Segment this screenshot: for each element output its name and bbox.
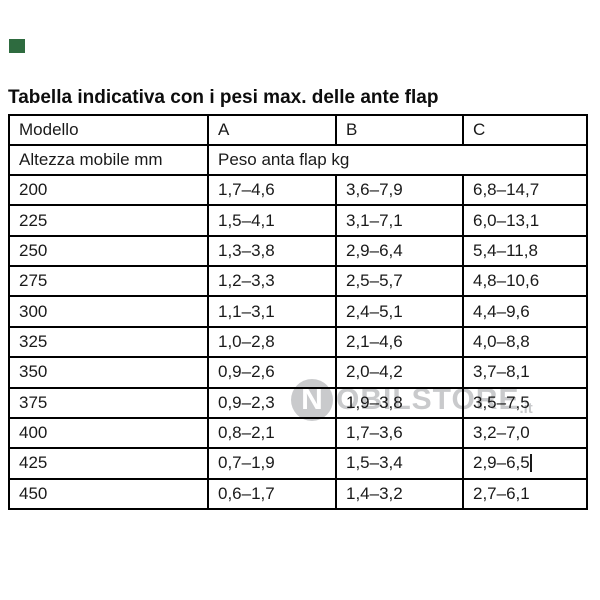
model-height-cell: 250 [8,234,209,268]
weight-range-cell: 1,1–3,1 [207,295,337,328]
weight-range-cell: 1,7–4,6 [207,173,337,207]
subheader-peso-anta: Peso anta flap kg [207,144,588,176]
col-header-c: C [462,114,588,146]
table-row: 300 1,1–3,1 2,4–5,1 4,4–9,6 [8,295,588,328]
model-height-cell: 350 [8,356,209,389]
weight-range-cell: 3,2–7,0 [462,416,588,450]
weight-range-cell: 4,0–8,8 [462,325,588,359]
weight-range-cell: 2,9–6,5 [462,447,588,480]
col-header-b: B [335,114,464,146]
weight-range-cell: 1,9–3,8 [335,386,464,419]
model-height-cell: 425 [8,447,209,480]
table-row: 450 0,6–1,7 1,4–3,2 2,7–6,1 [8,477,588,511]
table-row: 325 1,0–2,8 2,1–4,6 4,0–8,8 [8,325,588,359]
green-marker [9,39,25,53]
table-header-row: Modello A B C [8,114,588,146]
table-row: 200 1,7–4,6 3,6–7,9 6,8–14,7 [8,173,588,207]
weight-range-cell: 2,0–4,2 [335,356,464,389]
weight-range-cell: 2,4–5,1 [335,295,464,328]
weight-range-cell: 1,4–3,2 [335,477,464,511]
weight-range-cell: 3,1–7,1 [335,204,464,237]
table-row: 425 0,7–1,9 1,5–3,4 2,9–6,5 [8,447,588,480]
weight-range-cell: 2,1–4,6 [335,325,464,359]
table-row: 375 0,9–2,3 1,9–3,8 3,5–7,5 [8,386,588,419]
weight-range-cell: 2,9–6,4 [335,234,464,268]
weight-range-cell: 1,5–4,1 [207,204,337,237]
col-header-a: A [207,114,337,146]
weight-range-cell: 0,9–2,6 [207,356,337,389]
weight-range-cell: 1,7–3,6 [335,416,464,450]
weight-range-cell: 1,0–2,8 [207,325,337,359]
table-row: 225 1,5–4,1 3,1–7,1 6,0–13,1 [8,204,588,237]
weight-range-cell: 2,7–6,1 [462,477,588,511]
model-height-cell: 325 [8,325,209,359]
table-row: 275 1,2–3,3 2,5–5,7 4,8–10,6 [8,265,588,298]
page-title: Tabella indicativa con i pesi max. delle… [8,87,439,108]
table-body: 200 1,7–4,6 3,6–7,9 6,8–14,7 225 1,5–4,1 3,1–7… [8,173,588,511]
model-height-cell: 400 [8,416,209,450]
text-cursor-artifact [529,454,532,473]
table-row: 250 1,3–3,8 2,9–6,4 5,4–11,8 [8,234,588,268]
model-height-cell: 225 [8,204,209,237]
weight-range-cell: 3,6–7,9 [335,173,464,207]
weight-range-cell: 4,4–9,6 [462,295,588,328]
weight-range-cell: 1,3–3,8 [207,234,337,268]
model-height-cell: 275 [8,265,209,298]
weight-range-cell: 1,2–3,3 [207,265,337,298]
model-height-cell: 300 [8,295,209,328]
col-header-modello: Modello [8,114,209,146]
weight-range-cell: 1,5–3,4 [335,447,464,480]
weight-range-cell: 0,6–1,7 [207,477,337,511]
subheader-altezza-mobile: Altezza mobile mm [8,144,209,176]
flap-weights-table: Modello A B C Altezza mobile mm Peso ant… [8,114,588,511]
table-row: 400 0,8–2,1 1,7–3,6 3,2–7,0 [8,416,588,450]
weight-range-cell: 3,7–8,1 [462,356,588,389]
weight-range-cell: 4,8–10,6 [462,265,588,298]
weight-range-cell: 0,8–2,1 [207,416,337,450]
model-height-cell: 200 [8,173,209,207]
table-subheader-row: Altezza mobile mm Peso anta flap kg [8,144,588,176]
model-height-cell: 450 [8,477,209,511]
weight-range-cell: 6,8–14,7 [462,173,588,207]
weight-range-cell: 0,9–2,3 [207,386,337,419]
weight-range-cell: 2,5–5,7 [335,265,464,298]
weight-range-cell: 5,4–11,8 [462,234,588,268]
table-row: 350 0,9–2,6 2,0–4,2 3,7–8,1 [8,356,588,389]
weight-range-cell: 6,0–13,1 [462,204,588,237]
weight-range-cell: 3,5–7,5 [462,386,588,419]
model-height-cell: 375 [8,386,209,419]
weight-range-cell: 0,7–1,9 [207,447,337,480]
